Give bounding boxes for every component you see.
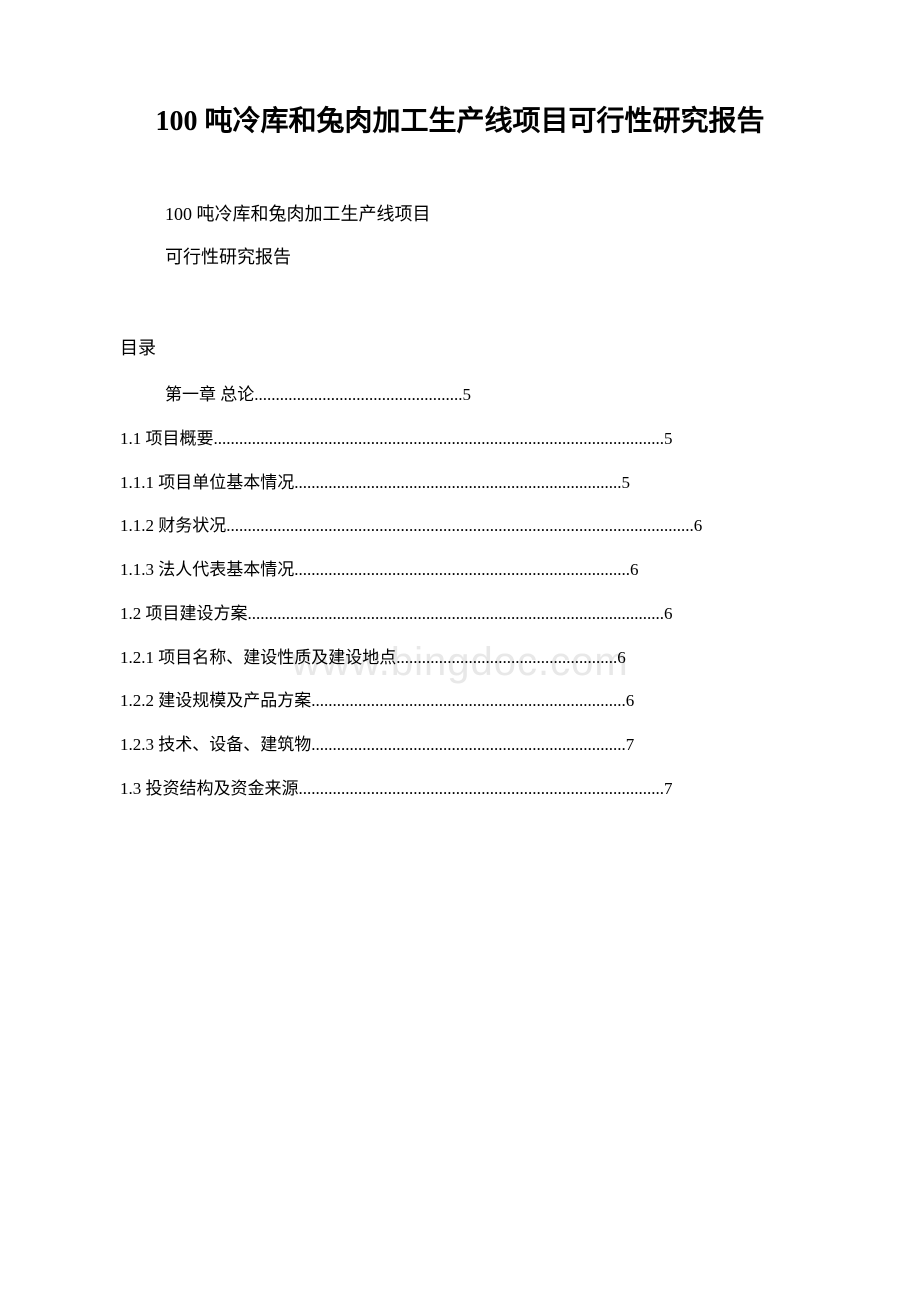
toc-entry-text: 1.1.2 财务状况..............................… (120, 516, 702, 535)
subtitle-block: 100 吨冷库和兔肉加工生产线项目 可行性研究报告 (120, 193, 800, 279)
toc-entry-text: 1.1 项目概要................................… (120, 429, 673, 448)
toc-entry-text: 1.2.1 项目名称、建设性质及建设地点....................… (120, 648, 626, 667)
toc-entry: 1.1.2 财务状况..............................… (165, 511, 800, 541)
toc-entry: 1.2.1 项目名称、建设性质及建设地点....................… (165, 643, 800, 673)
toc-entry-text: 1.2.3 技术、设备、建筑物.........................… (120, 735, 634, 754)
toc-entry: 1.2.2 建设规模及产品方案.........................… (165, 686, 800, 716)
toc-entry-text: 1.1.1 项目单位基本情况..........................… (120, 473, 630, 492)
toc-entry: 1.1.3 法人代表基本情况..........................… (165, 555, 800, 585)
toc-entry: 1.3 投资结构及资金来源...........................… (165, 774, 800, 804)
toc-entry-text: 第一章 总论..................................… (165, 385, 471, 404)
toc-entry: 1.2 项目建设方案..............................… (165, 599, 800, 629)
subtitle-line-1: 100 吨冷库和兔肉加工生产线项目 (165, 193, 800, 236)
document-page: 100 吨冷库和兔肉加工生产线项目可行性研究报告 100 吨冷库和兔肉加工生产线… (0, 0, 920, 878)
toc-entry-text: 1.1.3 法人代表基本情况..........................… (120, 560, 639, 579)
toc-entry: 1.2.3 技术、设备、建筑物.........................… (165, 730, 800, 760)
toc-heading: 目录 (120, 334, 800, 360)
toc-entry: 第一章 总论..................................… (165, 380, 800, 410)
toc-entry: 1.1 项目概要................................… (165, 424, 800, 454)
toc-entry-text: 1.3 投资结构及资金来源...........................… (120, 779, 673, 798)
toc-entry: 1.1.1 项目单位基本情况..........................… (165, 468, 800, 498)
subtitle-line-2: 可行性研究报告 (165, 236, 800, 279)
toc-entry-text: 1.2 项目建设方案..............................… (120, 604, 673, 623)
toc-list: 第一章 总论..................................… (120, 380, 800, 804)
document-title: 100 吨冷库和兔肉加工生产线项目可行性研究报告 (120, 100, 800, 145)
toc-entry-text: 1.2.2 建设规模及产品方案.........................… (120, 691, 634, 710)
